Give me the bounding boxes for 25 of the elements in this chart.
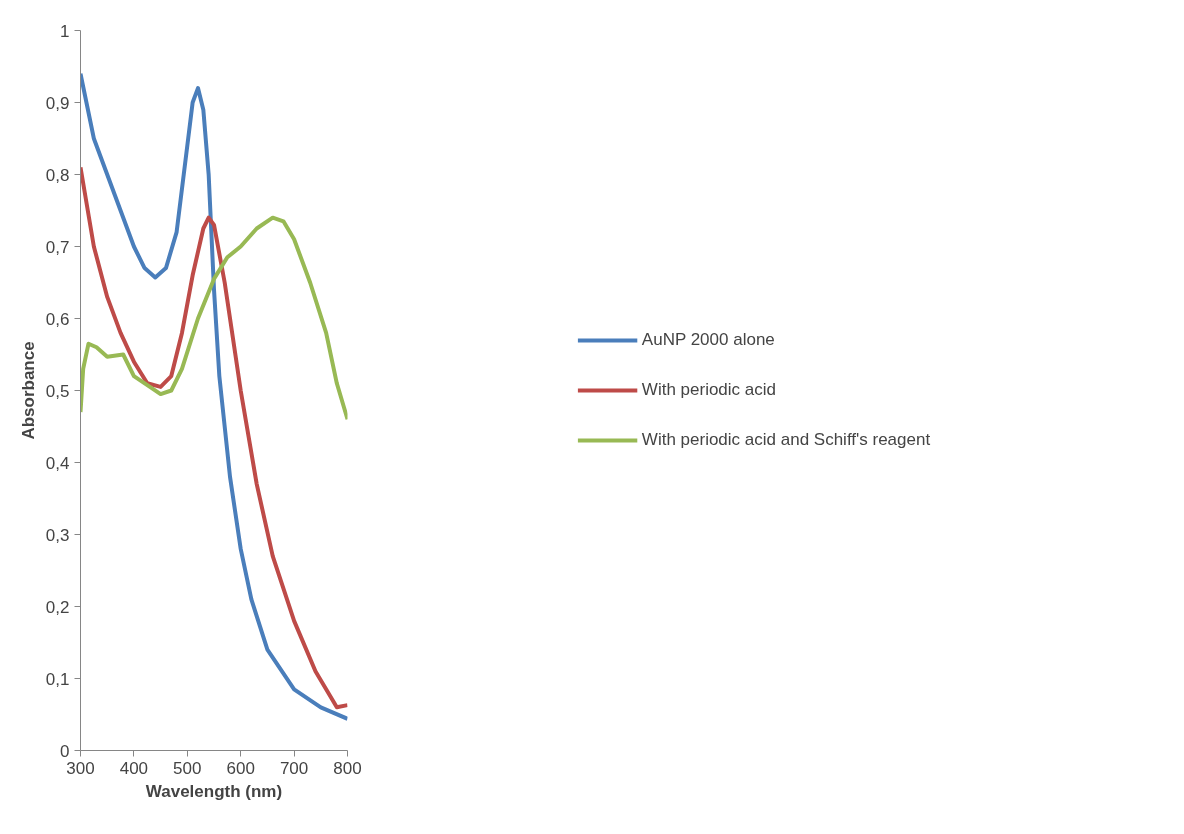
y-axis-title: Absorbance <box>18 341 38 440</box>
y-tick-label: 1 <box>60 21 70 41</box>
legend-label: With periodic acid <box>641 380 777 400</box>
y-tick-label: 0,7 <box>45 237 70 257</box>
x-tick-label: 800 <box>333 758 362 778</box>
y-tick-label: 0,5 <box>45 381 70 401</box>
y-tick-label: 0,9 <box>45 93 70 113</box>
line-series <box>80 165 348 710</box>
legend-label: AuNP 2000 alone <box>641 330 775 350</box>
y-tick-label: 0,2 <box>45 597 70 617</box>
x-tick-label: 500 <box>173 758 202 778</box>
y-tick-label: 0,6 <box>45 309 70 329</box>
y-tick-label: 0,3 <box>45 525 70 545</box>
line-series <box>80 71 348 721</box>
x-tick-label: 700 <box>279 758 309 778</box>
y-tick-label: 0,4 <box>45 453 70 473</box>
line-series <box>80 215 348 422</box>
x-axis-title: Wavelength (nm) <box>145 781 283 801</box>
legend-label: With periodic acid and Schiff's reagent <box>641 430 931 450</box>
y-tick-label: 0,8 <box>45 165 70 185</box>
x-tick-label: 300 <box>66 758 95 778</box>
x-tick-label: 600 <box>226 758 255 778</box>
x-tick-label: 400 <box>119 758 149 778</box>
y-tick-label: 0,1 <box>45 669 70 689</box>
y-tick-label: 0 <box>60 741 70 761</box>
